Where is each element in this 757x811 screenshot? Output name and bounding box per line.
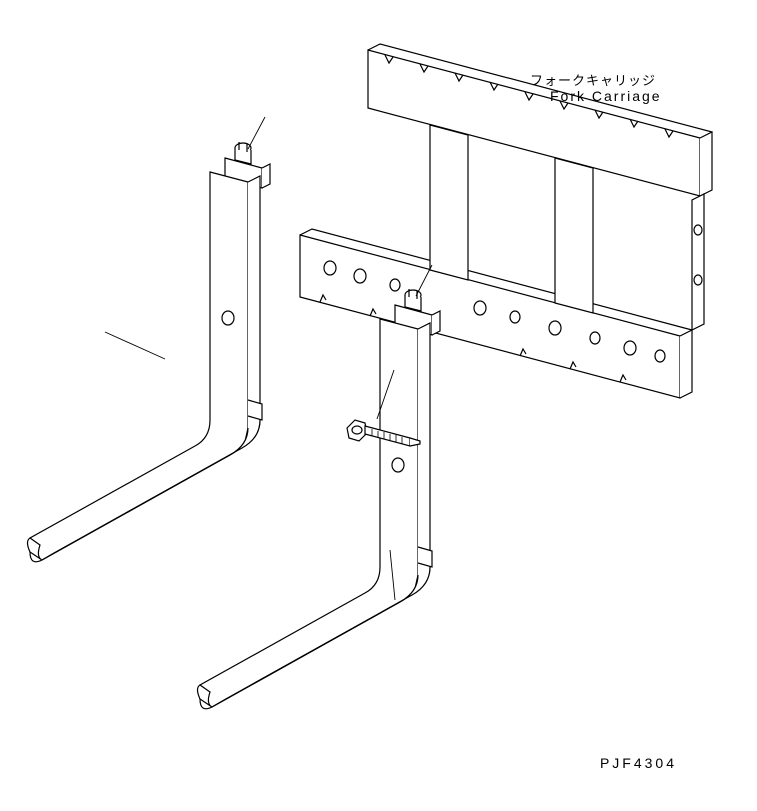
fork-left-pin bbox=[235, 142, 251, 164]
label-english: Fork Carriage bbox=[550, 88, 662, 104]
carriage-vertical-plate-right bbox=[555, 158, 593, 313]
carriage-top-bar bbox=[368, 44, 712, 196]
diagram-svg bbox=[0, 0, 757, 811]
technical-diagram: フォークキャリッジ Fork Carriage PJF4304 bbox=[0, 0, 757, 811]
carriage-end-plate bbox=[692, 194, 704, 330]
label-japanese: フォークキャリッジ bbox=[530, 70, 656, 89]
carriage-vertical-plate-left bbox=[430, 125, 468, 280]
carriage-bottom-bar bbox=[300, 229, 692, 398]
drawing-id: PJF4304 bbox=[600, 755, 677, 771]
fork-right-pin bbox=[405, 289, 421, 311]
